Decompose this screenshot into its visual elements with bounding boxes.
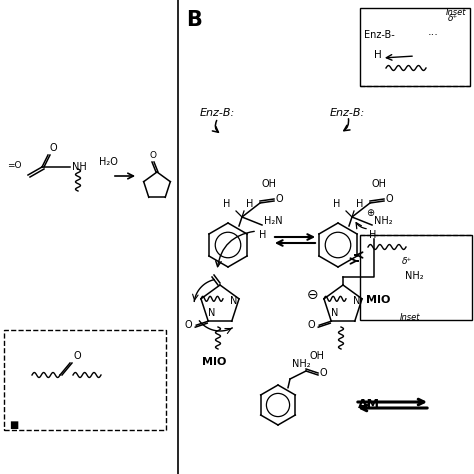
Text: Enz-B:: Enz-B:: [330, 108, 365, 118]
Text: OH: OH: [310, 351, 325, 361]
Text: O: O: [184, 320, 192, 330]
Text: Inset: Inset: [400, 313, 420, 322]
Bar: [360, 235, 472, 320]
Text: OH: OH: [262, 179, 277, 189]
Text: N: N: [208, 308, 216, 318]
Text: H: H: [356, 199, 364, 209]
Text: O: O: [308, 320, 315, 330]
Text: ⊕: ⊕: [366, 208, 374, 218]
Text: H: H: [246, 199, 254, 209]
Text: N: N: [331, 308, 339, 318]
Text: ⊖: ⊖: [307, 288, 319, 302]
Text: H₂O: H₂O: [99, 157, 118, 167]
Text: H₂N: H₂N: [264, 216, 283, 226]
Text: Inset: Inset: [446, 8, 466, 17]
Text: =O: =O: [8, 161, 22, 170]
Text: ···: ···: [428, 30, 439, 40]
Text: H: H: [223, 199, 230, 209]
Text: ■: ■: [9, 420, 18, 430]
Text: O: O: [320, 368, 328, 378]
Text: H: H: [259, 230, 267, 240]
Text: N: N: [230, 296, 237, 306]
Text: NH: NH: [72, 162, 87, 172]
Text: N: N: [353, 296, 361, 306]
Text: B: B: [186, 10, 202, 30]
Text: δ⁺: δ⁺: [402, 257, 412, 266]
Bar: [4, 330, 166, 430]
Text: OH: OH: [372, 179, 387, 189]
Text: Enz-B:: Enz-B:: [200, 108, 235, 118]
Text: NH₂: NH₂: [292, 359, 310, 369]
Text: O: O: [386, 194, 393, 204]
Text: Enz-B-: Enz-B-: [364, 30, 395, 40]
Text: δ⁺: δ⁺: [448, 14, 458, 23]
Text: MIO: MIO: [366, 295, 391, 305]
Text: O: O: [276, 194, 283, 204]
Text: NH₂: NH₂: [374, 216, 392, 226]
Text: O: O: [149, 151, 156, 160]
Text: H: H: [333, 199, 340, 209]
Text: AM: AM: [358, 399, 380, 411]
Text: H: H: [369, 230, 377, 240]
Text: NH₂: NH₂: [405, 271, 424, 281]
Text: O: O: [50, 143, 58, 153]
Text: O: O: [74, 351, 82, 361]
Text: MIO: MIO: [202, 357, 226, 367]
Text: H: H: [374, 50, 382, 60]
Bar: [360, 8, 470, 86]
